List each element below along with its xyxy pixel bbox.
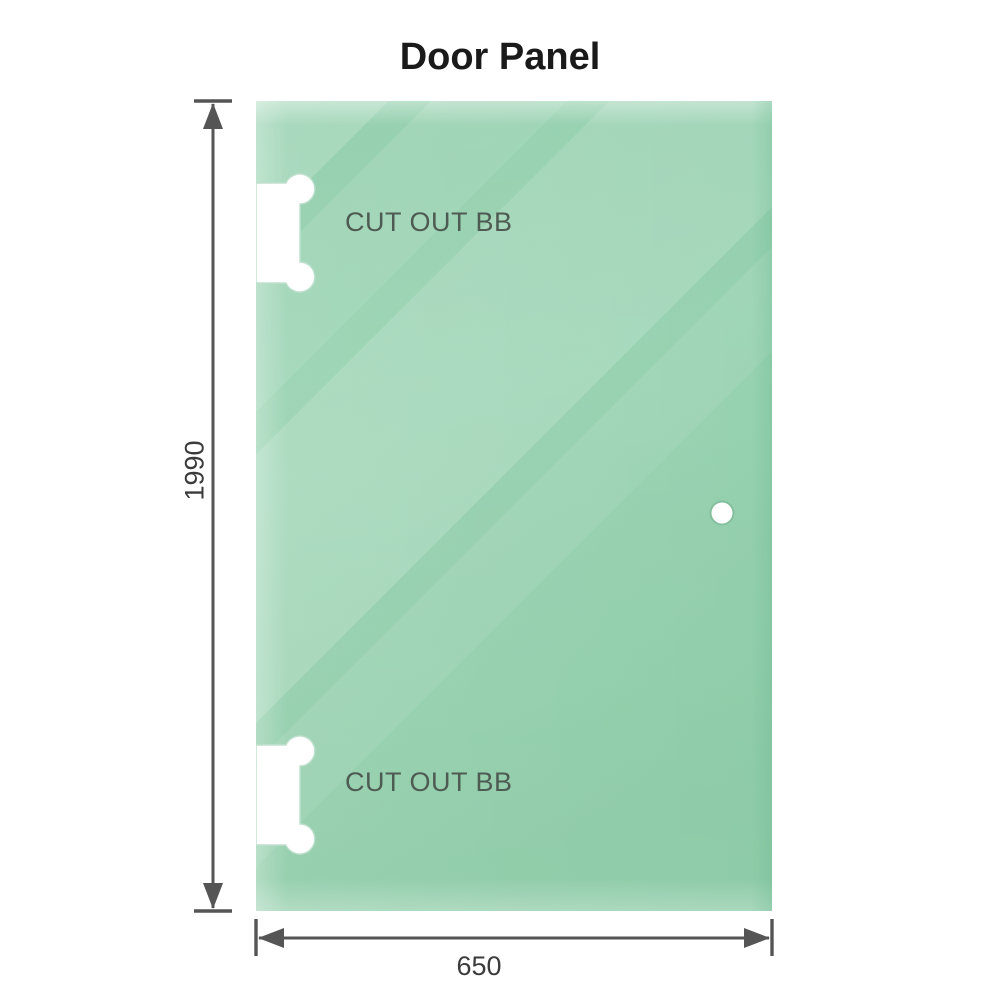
cutout-shape-top bbox=[256, 173, 316, 293]
width-arrow-right bbox=[744, 928, 770, 948]
height-arrow-up bbox=[203, 103, 223, 129]
glass-panel-graphic bbox=[256, 101, 772, 911]
page-title: Door Panel bbox=[399, 36, 601, 78]
cutout-label-bottom: CUT OUT BB bbox=[345, 767, 513, 797]
height-arrow-down bbox=[203, 883, 223, 909]
height-dimension-label: 1990 bbox=[179, 440, 210, 501]
cutout-shape-bottom bbox=[256, 735, 316, 855]
width-dimension-label: 650 bbox=[456, 951, 502, 981]
width-arrow-left bbox=[258, 928, 284, 948]
glass-panel bbox=[256, 101, 772, 911]
handle-hole bbox=[709, 500, 735, 526]
cutout-label-top: CUT OUT BB bbox=[345, 207, 513, 237]
